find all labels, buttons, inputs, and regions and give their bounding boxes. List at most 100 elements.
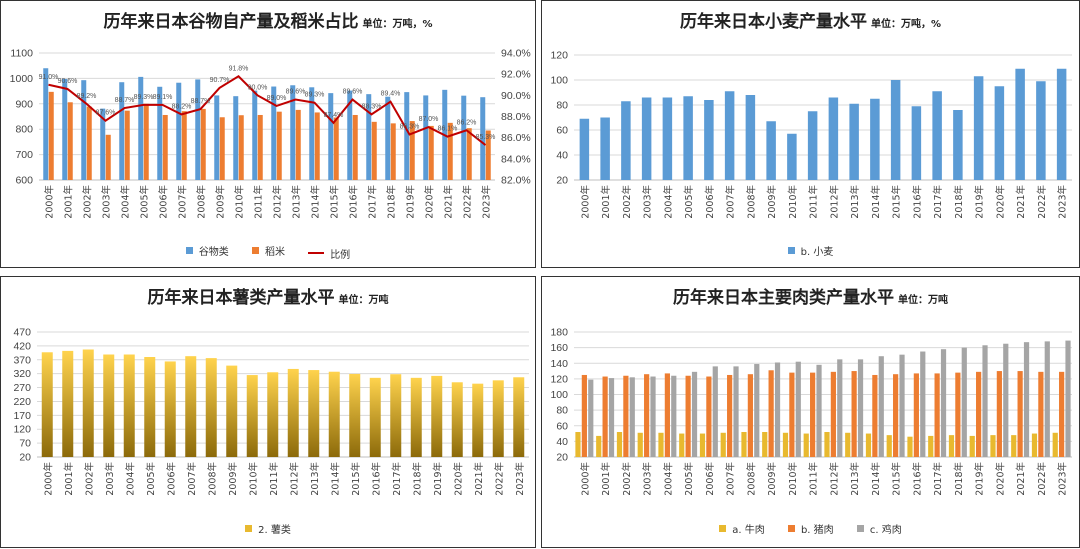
- bar-稻米: [48, 91, 54, 180]
- x-tick-label: 2012年: [828, 185, 840, 219]
- legend-item-wheat: b. 小麦: [787, 243, 833, 258]
- potato-chart-title: 历年来日本薯类产量水平: [147, 288, 335, 308]
- bar-2. 薯类: [390, 374, 402, 457]
- bar-b. 小麦: [745, 95, 756, 180]
- x-tick-label: 2015年: [891, 185, 903, 219]
- ratio-data-label: 90.6%: [58, 78, 78, 85]
- bar-谷物类: [119, 82, 125, 180]
- bar-2. 薯类: [349, 373, 361, 457]
- bar-b. 小麦: [994, 86, 1005, 180]
- x-tick-label: 2009年: [766, 462, 778, 496]
- bar-b. 小麦: [807, 111, 818, 180]
- x-tick-label: 2017年: [391, 462, 403, 496]
- meat-chart-title: 历年来日本主要肉类产量水平: [673, 288, 894, 308]
- x-tick-label: 2021年: [443, 185, 455, 219]
- bar-b. 猪肉: [830, 371, 836, 457]
- x-tick-label: 2003年: [101, 185, 113, 219]
- bar-a. 牛肉: [741, 432, 747, 457]
- x-tick-label: 2000年: [42, 462, 54, 496]
- x-tick-label: 2023年: [514, 462, 526, 496]
- bar-b. 猪肉: [955, 372, 961, 458]
- x-tick-label: 2013年: [291, 185, 303, 219]
- x-tick-label: 2002年: [621, 185, 633, 219]
- ratio-data-label: 89.3%: [134, 94, 154, 101]
- bar-稻米: [390, 123, 396, 180]
- bar-c. 鸡肉: [733, 366, 739, 458]
- bar-2. 薯类: [41, 352, 53, 457]
- x-tick-label: 2006年: [158, 185, 170, 219]
- x-tick-label: 2015年: [891, 462, 903, 496]
- y-tick-label: 60: [556, 420, 568, 432]
- bar-2. 薯类: [267, 372, 279, 457]
- bar-稻米: [314, 112, 320, 180]
- x-tick-label: 2017年: [367, 185, 379, 219]
- bar-b. 猪肉: [644, 374, 650, 457]
- bar-b. 猪肉: [1017, 371, 1023, 457]
- bar-稻米: [276, 111, 282, 180]
- legend-item-beef: a. 牛肉: [719, 521, 765, 536]
- bar-c. 鸡肉: [691, 371, 698, 457]
- bar-谷物类: [347, 90, 353, 180]
- bar-c. 鸡肉: [1023, 342, 1030, 457]
- bar-2. 薯类: [287, 368, 299, 457]
- bar-c. 鸡肉: [608, 378, 615, 457]
- bar-谷物类: [366, 94, 372, 180]
- bar-b. 小麦: [973, 76, 984, 180]
- bar-b. 猪肉: [934, 373, 940, 457]
- bar-b. 猪肉: [623, 375, 629, 457]
- x-tick-label: 2022年: [1036, 462, 1048, 496]
- bar-2. 薯类: [328, 371, 340, 457]
- legend-item-rice: 稻米: [252, 243, 285, 258]
- ratio-data-label: 89.3%: [305, 92, 325, 99]
- bar-稻米: [238, 115, 244, 180]
- bar-b. 小麦: [932, 91, 942, 180]
- bar-a. 牛肉: [928, 435, 934, 457]
- x-tick-label: 2003年: [642, 185, 654, 219]
- bar-稻米: [86, 106, 92, 180]
- x-tick-label: 2005年: [683, 185, 695, 219]
- y2-tick-label: 88.0%: [501, 111, 531, 123]
- bar-a. 牛肉: [699, 433, 706, 457]
- bar-b. 猪肉: [747, 374, 753, 457]
- x-tick-label: 2012年: [828, 462, 840, 496]
- ratio-data-label: 87.6%: [96, 110, 116, 117]
- y2-tick-label: 82.0%: [501, 175, 531, 187]
- ratio-data-label: 88.7%: [115, 97, 135, 104]
- bar-谷物类: [176, 82, 182, 180]
- x-tick-label: 2004年: [124, 462, 136, 496]
- bar-稻米: [428, 125, 434, 180]
- grain-chart-svg: 600 700 800 900 1000 1100 2000年 2001年 2002年 2003年…: [10, 48, 531, 219]
- bar-b. 猪肉: [872, 374, 878, 457]
- bar-谷物类: [271, 86, 277, 180]
- x-tick-label: 2008年: [745, 462, 757, 496]
- x-tick-label: 2010年: [247, 462, 259, 496]
- y-tick-label: 470: [13, 327, 31, 339]
- bar-b. 小麦: [870, 98, 880, 180]
- y-tick-label: 1000: [10, 73, 34, 85]
- ratio-data-label: 87.0%: [419, 116, 439, 123]
- x-tick-label: 2014年: [870, 462, 882, 496]
- bar-稻米: [371, 121, 377, 180]
- bar-2. 薯类: [185, 356, 197, 457]
- y-tick-label: 120: [550, 50, 568, 62]
- wheat-chart-svg: 20 40 60 80 100 120 2000年 2001年 2002年 2003年 2004年 2…: [550, 50, 1072, 219]
- y2-tick-label: 90.0%: [501, 90, 531, 102]
- bar-b. 猪肉: [913, 373, 919, 457]
- y-tick-label: 700: [15, 149, 33, 161]
- x-tick-label: 2016年: [370, 462, 382, 496]
- x-tick-label: 2000年: [579, 185, 591, 219]
- bar-a. 牛肉: [1052, 432, 1058, 457]
- bar-c. 鸡肉: [982, 345, 988, 457]
- x-tick-label: 2005年: [683, 462, 695, 496]
- x-tick-label: 2019年: [405, 185, 417, 219]
- ratio-data-label: 91.0%: [39, 74, 59, 81]
- bar-c. 鸡肉: [795, 361, 801, 457]
- x-tick-label: 2011年: [808, 185, 820, 219]
- x-tick-label: 2022年: [1036, 185, 1048, 219]
- bar-谷物类: [214, 95, 220, 180]
- bar-b. 小麦: [704, 100, 714, 180]
- bar-b. 猪肉: [706, 376, 712, 457]
- bar-谷物类: [385, 96, 391, 180]
- x-tick-label: 2004年: [662, 462, 674, 496]
